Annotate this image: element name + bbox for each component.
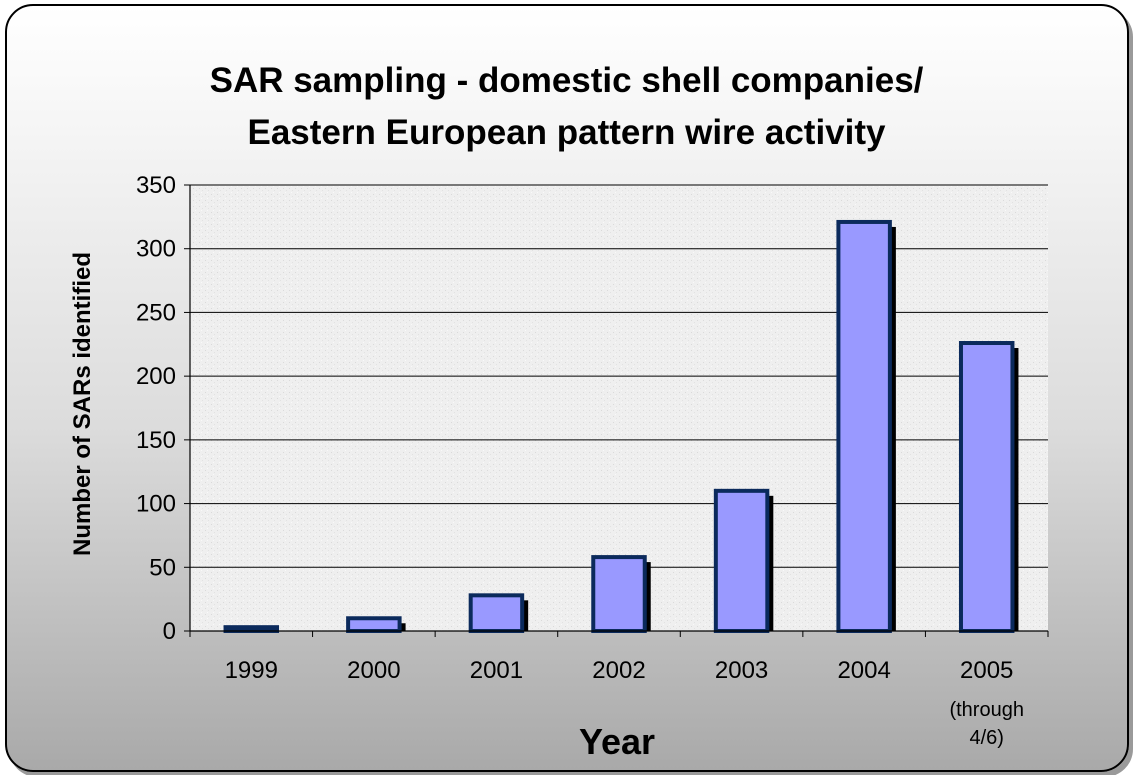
x-tick-label: 2005 [960, 657, 1013, 684]
chart-title-line-1: SAR sampling - domestic shell companies/ [209, 61, 924, 100]
x-tick-label: 2002 [592, 657, 645, 684]
y-tick-label: 50 [149, 554, 176, 581]
x-tick-label: 2001 [470, 657, 523, 684]
x-tick-label: (through [949, 699, 1024, 721]
bar [591, 555, 647, 633]
y-tick-label: 100 [136, 491, 176, 518]
x-tick-label: 2000 [347, 657, 400, 684]
y-tick-label: 350 [136, 172, 176, 199]
y-tick-label: 0 [163, 618, 176, 645]
x-tick-label: 1999 [225, 657, 278, 684]
chart-title-line-2: Eastern European pattern wire activity [247, 113, 886, 152]
bar [836, 219, 892, 633]
axes: 0 50 100 150 200 250 300 350 1999 2000 2001 2002 200… [136, 172, 1049, 749]
y-tick-label: 250 [136, 299, 176, 326]
bar [958, 341, 1015, 633]
bars [223, 219, 1019, 634]
bar [346, 616, 402, 633]
x-tick-label: 4/6) [969, 727, 1003, 749]
y-axis-label: Number of SARs identified [69, 252, 96, 556]
x-axis-label: Year [579, 721, 655, 762]
x-tick-label: 2003 [715, 657, 768, 684]
x-tick-label: 2004 [837, 657, 890, 684]
bar [713, 488, 770, 634]
y-tick-label: 200 [136, 363, 176, 390]
y-tick-label: 300 [136, 236, 176, 263]
bar [468, 593, 525, 634]
y-tick-label: 150 [136, 427, 176, 454]
